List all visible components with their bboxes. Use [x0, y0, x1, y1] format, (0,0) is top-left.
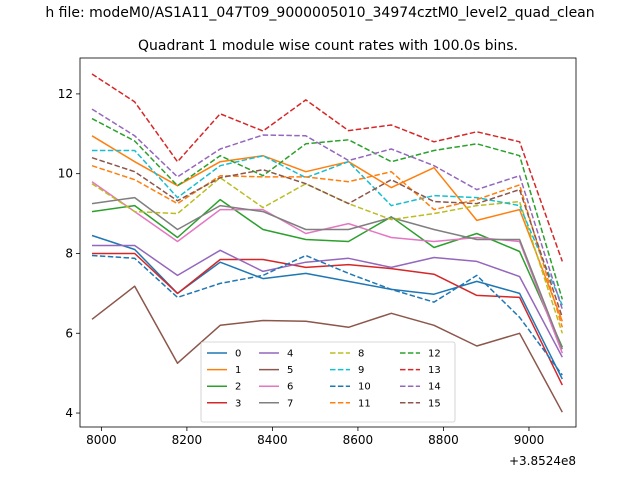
y-tick-label: 12 — [58, 87, 73, 101]
series-line-7 — [91, 196, 563, 350]
y-tick-label: 10 — [58, 167, 73, 181]
x-tick-label: 8400 — [257, 433, 288, 447]
plot-frame — [79, 57, 577, 428]
y-tick-label: 8 — [65, 246, 73, 260]
series-line-4 — [92, 244, 563, 358]
series-line-12 — [91, 117, 564, 300]
plot-area: 8000 8200 8400 8600 8800 90004681012012345678… — [58, 57, 577, 447]
series-line-14 — [91, 108, 564, 310]
series-line-13 — [91, 73, 564, 262]
series-line-5 — [91, 285, 563, 413]
series-line-10 — [91, 254, 563, 376]
series-line-3 — [92, 252, 563, 386]
series-line-2 — [91, 198, 563, 348]
legend-label-0: 0 — [235, 349, 241, 360]
y-tick-label: 6 — [65, 326, 73, 340]
chart-suptitle: h file: modeM0/AS1A11_047T09_9000005010_… — [45, 5, 594, 21]
series-line-8 — [91, 176, 564, 334]
x-tick-label: 9000 — [514, 433, 545, 447]
legend-label-15: 15 — [428, 398, 441, 409]
legend-label-11: 11 — [358, 398, 371, 409]
x-tick-label: 8600 — [343, 433, 374, 447]
legend-label-5: 5 — [287, 365, 293, 376]
legend-label-8: 8 — [358, 349, 364, 360]
x-tick-label: 8800 — [428, 433, 459, 447]
x-axis-offset-label: +3.8524e8 — [509, 454, 576, 468]
legend-box — [200, 341, 456, 423]
legend-label-10: 10 — [358, 382, 371, 393]
series-line-15 — [91, 156, 564, 318]
legend-label-12: 12 — [428, 349, 441, 360]
chart-title: Quadrant 1 module wise count rates with … — [138, 38, 518, 54]
x-tick-label: 8000 — [86, 433, 117, 447]
legend-label-13: 13 — [428, 365, 441, 376]
series-line-6 — [91, 181, 564, 354]
legend-label-2: 2 — [235, 382, 241, 393]
legend-label-6: 6 — [287, 382, 293, 393]
x-tick-label: 8200 — [172, 433, 203, 447]
legend-label-14: 14 — [428, 382, 441, 393]
legend-label-3: 3 — [235, 398, 241, 409]
series-line-1 — [91, 135, 564, 322]
legend-label-7: 7 — [287, 398, 293, 409]
legend-label-1: 1 — [235, 365, 241, 376]
legend-label-4: 4 — [287, 349, 293, 360]
series-line-9 — [92, 149, 563, 306]
y-tick-label: 4 — [65, 406, 73, 420]
legend-label-9: 9 — [358, 365, 364, 376]
